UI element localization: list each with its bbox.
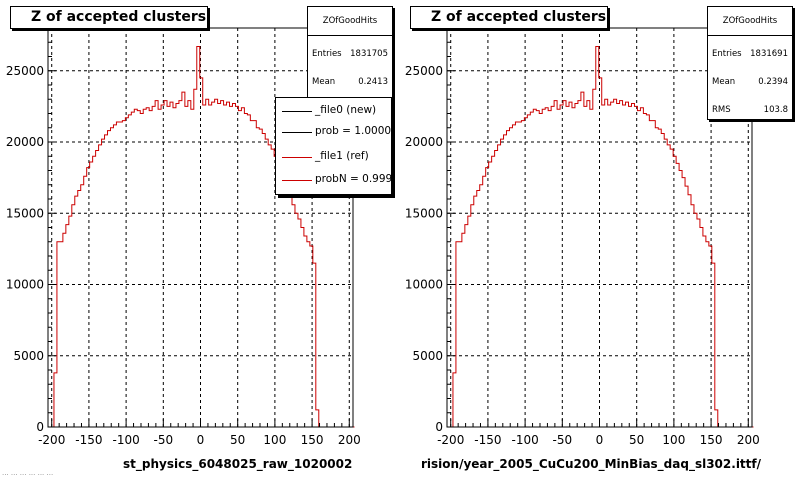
x-tick-label: 50 [230,433,245,447]
x-tick-label: 100 [263,433,286,447]
chart-title-left: Z of accepted clusters [10,6,208,29]
x-tick-label: -100 [112,433,139,447]
legend-box: _file0 (new) prob = 1.000000 _file1 (ref… [275,97,392,195]
stats-label: Mean [712,77,736,87]
stats-row-rms: RMS 103.8 [712,105,788,117]
x-tick-label: -200 [437,433,464,447]
x-tick-label: -200 [38,433,65,447]
stats-value: 0.2394 [758,77,788,87]
stats-row-mean: Mean 0.2394 [712,77,788,89]
y-tick-label: 5000 [412,349,443,363]
legend-label: prob = 1.000000 [315,125,392,137]
y-tick-label: 25000 [6,64,44,78]
legend-entry: _file0 (new) [276,100,391,122]
stats-label: Entries [312,49,342,59]
y-tick-label: 10000 [405,278,443,292]
x-axis-label-left: st_physics_6048025_raw_1020002 [123,457,353,471]
stats-divider [708,35,792,36]
legend-label: _file0 (new) [315,104,377,116]
stats-row-entries: Entries 1831691 [712,49,788,61]
stats-value: 1831705 [350,49,388,59]
y-tick-label: 10000 [6,278,44,292]
x-tick-label: 50 [629,433,644,447]
legend-entry: _file1 (ref) [276,146,391,168]
x-tick-label: 0 [197,433,205,447]
y-tick-label: 20000 [6,135,44,149]
footer-note: ... ... ... ... ... ... [2,469,54,477]
stats-label: RMS [712,105,731,115]
stats-value: 1831691 [750,49,788,59]
legend-swatch [282,132,312,133]
legend-entry: prob = 1.000000 [276,121,392,143]
y-tick-label: 0 [435,420,443,434]
histogram-plot-left: -200 -150 -100 -50 0 50 100 150 200 0 5000 10000 150… [6,27,361,447]
x-tick-label: 200 [737,433,760,447]
x-tick-label: -150 [75,433,102,447]
y-tick-label: 0 [36,420,44,434]
y-tick-label: 15000 [6,206,44,220]
stats-divider [308,35,392,36]
x-tick-label: 0 [596,433,604,447]
stats-row-entries: Entries 1831705 [312,49,388,61]
x-tick-label: -100 [511,433,538,447]
stats-label: Entries [712,49,742,59]
stats-row-mean: Mean 0.2413 [312,77,388,89]
stats-name: ZOfGoodHits [322,16,378,26]
x-tick-label: -50 [154,433,174,447]
stats-name: ZOfGoodHits [722,16,778,26]
legend-entry: probN = 0.999987 [276,169,392,191]
stats-label: Mean [312,77,336,87]
legend-swatch [282,157,312,158]
x-tick-label: 100 [662,433,685,447]
legend-label: probN = 0.999987 [315,173,392,185]
x-tick-label: 150 [700,433,723,447]
stats-value: 0.2413 [358,77,388,87]
x-tick-label: 150 [301,433,324,447]
y-tick-label: 15000 [405,206,443,220]
stats-box-right: ZOfGoodHits Entries 1831691 Mean 0.2394 … [707,6,793,120]
stats-value: 103.8 [763,105,788,115]
chart-title-right: Z of accepted clusters [410,6,608,29]
histogram-series-line [447,46,754,428]
x-tick-label: 200 [338,433,361,447]
x-axis-label-right: rision/year_2005_CuCu200_MinBias_daq_sl3… [421,457,762,471]
legend-label: _file1 (ref) [315,150,369,162]
legend-swatch [282,111,312,112]
x-tick-label: -150 [474,433,501,447]
legend-swatch [282,180,312,181]
y-tick-label: 20000 [405,135,443,149]
y-tick-label: 5000 [13,349,44,363]
x-tick-label: -50 [553,433,573,447]
y-tick-label: 25000 [405,64,443,78]
